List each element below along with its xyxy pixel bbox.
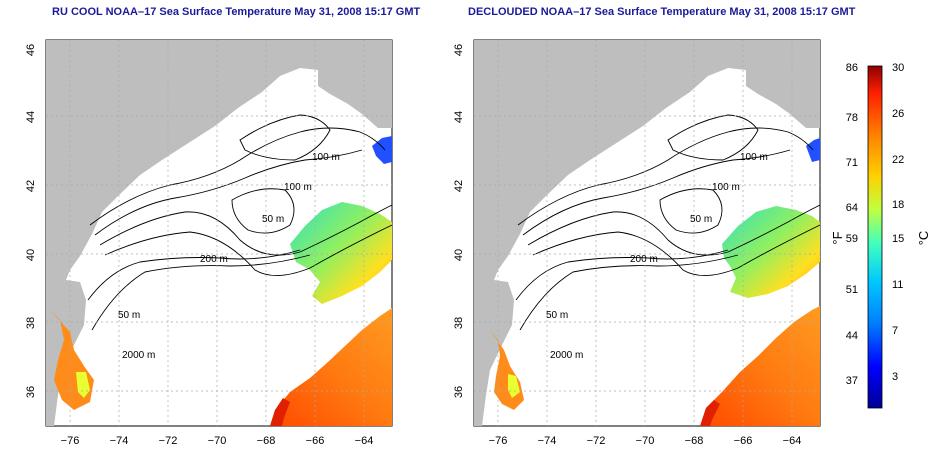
right-lat-tick-44: 44 [453, 111, 465, 123]
cb-c-tick-15: 15 [892, 233, 904, 245]
cb-f-tick-37: 37 [846, 375, 858, 387]
right-map-title: DECLOUDED NOAA–17 Sea Surface Temperatur… [468, 6, 856, 18]
colorbar: 86 78 71 64 59 51 44 37 30 26 22 18 15 1… [830, 62, 931, 409]
left-lat-tick-38: 38 [25, 317, 37, 329]
left-land-mass [46, 40, 392, 426]
right-lat-axis: 46 44 42 40 38 36 [453, 44, 465, 398]
right-lat-tick-40: 40 [453, 249, 465, 261]
left-contour-label-100m-b: 100 m [284, 182, 312, 193]
right-land-mass [474, 40, 820, 426]
right-lon-tick-70: −70 [636, 435, 655, 447]
colorbar-celsius-ticks: 30 26 22 18 15 11 7 3 [892, 62, 904, 383]
cb-c-tick-30: 30 [892, 62, 904, 74]
left-map-panel: 100 m 100 m 50 m 200 m 50 m 2000 m 46 44… [25, 39, 393, 447]
left-grid [46, 40, 392, 426]
colorbar-gradient [867, 65, 883, 409]
cb-c-tick-3: 3 [892, 371, 898, 383]
right-grid [474, 40, 820, 426]
right-sst-coastal-yellow [508, 374, 520, 398]
right-sst-warm [700, 306, 820, 426]
right-nova-scotia [746, 70, 820, 128]
left-lat-tick-42: 42 [25, 180, 37, 192]
right-contour-label-100m-b: 100 m [712, 182, 740, 193]
left-lat-tick-46: 46 [25, 44, 37, 56]
right-lon-tick-64: −64 [783, 435, 802, 447]
left-contour-label-50m: 50 m [262, 214, 284, 225]
right-lat-tick-42: 42 [453, 180, 465, 192]
left-lat-axis: 46 44 42 40 38 36 [25, 44, 37, 398]
cb-c-tick-18: 18 [892, 199, 904, 211]
cb-f-tick-59: 59 [846, 233, 858, 245]
left-lon-axis: −76 −74 −72 −70 −68 −66 −64 [61, 435, 374, 447]
right-contour-label-50m: 50 m [690, 214, 712, 225]
cb-f-tick-51: 51 [846, 284, 858, 296]
left-lat-tick-36: 36 [25, 386, 37, 398]
left-lon-tick-70: −70 [208, 435, 227, 447]
right-lon-tick-72: −72 [587, 435, 606, 447]
cb-f-tick-44: 44 [846, 330, 858, 342]
left-sst-shelf [290, 202, 392, 304]
right-lon-axis: −76 −74 −72 −70 −68 −66 −64 [489, 435, 802, 447]
left-lon-tick-64: −64 [355, 435, 374, 447]
right-bathymetry-contours [515, 114, 821, 331]
left-lon-tick-76: −76 [61, 435, 80, 447]
cb-c-tick-7: 7 [892, 325, 898, 337]
left-contour-label-2000m: 2000 m [122, 350, 155, 361]
cb-fahrenheit-unit: °F [830, 231, 845, 244]
right-map-panel: 100 m 100 m 50 m 200 m 50 m 2000 m 46 44… [453, 39, 821, 447]
cb-c-tick-26: 26 [892, 108, 904, 120]
left-contour-label-50m-b: 50 m [118, 310, 140, 321]
left-lon-tick-72: −72 [159, 435, 178, 447]
left-lon-tick-66: −66 [306, 435, 325, 447]
left-lon-tick-74: −74 [110, 435, 129, 447]
left-lon-tick-68: −68 [257, 435, 276, 447]
left-bathymetry-contours [87, 114, 393, 331]
colorbar-fahrenheit-ticks: 86 78 71 64 59 51 44 37 [846, 62, 858, 387]
cb-f-tick-78: 78 [846, 112, 858, 124]
left-lat-tick-44: 44 [25, 111, 37, 123]
cb-celsius-unit: °C [916, 231, 931, 246]
left-sst-warm-edge [270, 398, 290, 426]
right-sst-warm-edge [700, 400, 720, 426]
right-lon-tick-68: −68 [685, 435, 704, 447]
left-lat-tick-40: 40 [25, 249, 37, 261]
left-sst-cold [372, 136, 392, 164]
left-nova-scotia [318, 70, 392, 128]
right-lon-tick-74: −74 [538, 435, 557, 447]
cb-f-tick-71: 71 [846, 157, 858, 169]
right-lat-tick-38: 38 [453, 317, 465, 329]
left-sst-coastal-yellow [76, 372, 90, 398]
cb-f-tick-64: 64 [846, 202, 858, 214]
right-sst-shelf [722, 206, 820, 298]
cb-c-tick-11: 11 [892, 279, 903, 291]
left-contour-label-100m: 100 m [312, 152, 340, 163]
right-lon-tick-76: −76 [489, 435, 508, 447]
right-lon-tick-66: −66 [734, 435, 753, 447]
left-sst-warm [270, 308, 392, 426]
right-contour-label-100m: 100 m [740, 152, 768, 163]
right-contour-label-200m: 200 m [630, 254, 658, 265]
cb-c-tick-22: 22 [892, 154, 904, 166]
cb-f-tick-86: 86 [846, 62, 858, 74]
right-contour-label-2000m: 2000 m [550, 350, 583, 361]
right-contour-label-50m-b: 50 m [546, 310, 568, 321]
left-contour-label-200m: 200 m [200, 254, 228, 265]
right-lat-tick-36: 36 [453, 386, 465, 398]
left-map-title: RU COOL NOAA–17 Sea Surface Temperature … [52, 6, 421, 18]
right-lat-tick-46: 46 [453, 44, 465, 56]
